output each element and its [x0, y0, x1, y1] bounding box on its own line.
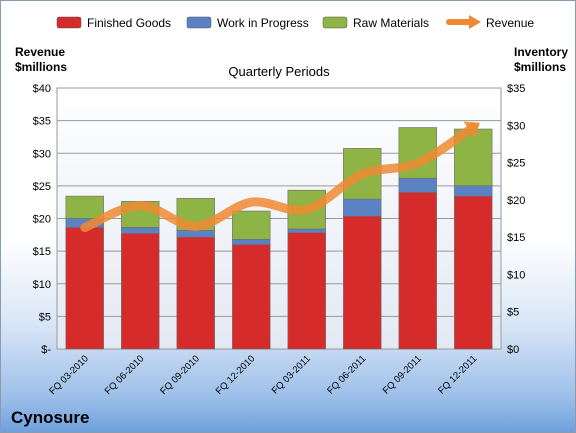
bar-work-in-progress: [398, 177, 437, 193]
bar-finished-goods: [287, 232, 326, 350]
bar-work-in-progress: [287, 228, 326, 233]
bar-finished-goods: [398, 192, 437, 350]
legend-label-finished-goods: Finished Goods: [87, 16, 171, 30]
y-left-tick-label: $-: [41, 344, 51, 356]
bar-work-in-progress: [343, 198, 382, 217]
y-left-title-line1: Revenue: [15, 45, 65, 59]
revenue-line: [80, 122, 478, 233]
legend: Finished Goods Work in Progress Raw Mate…: [56, 15, 534, 30]
x-tick-label: FQ 12-2011: [436, 353, 479, 396]
legend-label-work-in-progress: Work in Progress: [217, 16, 309, 30]
x-tick-label: FQ 09-2010: [158, 353, 202, 397]
y-left-tick-label: $10: [33, 279, 51, 291]
y-right-tick-label: $35: [507, 83, 525, 95]
x-tick-label: FQ 06-2010: [103, 353, 147, 397]
revenue-arrowhead: [463, 121, 480, 139]
bar-raw-materials: [65, 195, 104, 219]
y-left-tick-label: $35: [33, 116, 51, 128]
y-right-tick-label: $20: [507, 195, 525, 207]
y-left-tick-label: $25: [33, 181, 51, 193]
y-left-tick-label: $15: [33, 246, 51, 258]
bar-raw-materials: [232, 210, 271, 240]
bar-finished-goods: [65, 227, 104, 350]
chart-title: Quarterly Periods: [228, 64, 330, 79]
y-left-tick-label: $30: [33, 148, 51, 160]
legend-swatch-work-in-progress: [186, 16, 212, 29]
y-right-title-line1: Inventory: [514, 45, 568, 59]
y-right-tick-label: $15: [507, 232, 525, 244]
x-tick-label: FQ 03-2010: [47, 353, 91, 397]
y-left-tick-label: $40: [33, 83, 51, 95]
bar-work-in-progress: [232, 239, 271, 245]
x-tick-label: FQ 03-2011: [270, 353, 313, 396]
legend-label-revenue: Revenue: [486, 16, 534, 30]
company-name: Cynosure: [11, 408, 89, 427]
bar-work-in-progress: [454, 185, 493, 197]
bar-finished-goods: [232, 244, 271, 350]
bar-work-in-progress: [176, 230, 215, 238]
y-right-tick-label: $5: [507, 307, 519, 319]
y-left-tick-label: $5: [39, 311, 51, 323]
legend-swatch-raw-materials: [322, 16, 348, 29]
legend-swatch-finished-goods: [56, 16, 82, 29]
revenue-line-group: [80, 121, 480, 233]
y-right-tick-label: $30: [507, 120, 525, 132]
bar-work-in-progress: [121, 227, 160, 234]
bar-finished-goods: [176, 236, 215, 350]
bar-finished-goods: [343, 215, 382, 350]
y-left-title-line2: $millions: [15, 60, 67, 74]
bar-finished-goods: [454, 195, 493, 350]
y-left-tick-label: $20: [33, 214, 51, 226]
y-right-title-line2: $millions: [514, 60, 566, 74]
legend-swatch-revenue: [446, 15, 481, 29]
x-tick-label: FQ 06-2011: [325, 353, 368, 396]
y-right-tick-label: $10: [507, 269, 525, 281]
y-right-tick-label: $25: [507, 158, 525, 170]
legend-label-raw-materials: Raw Materials: [353, 16, 429, 30]
y-right-tick-label: $0: [507, 344, 519, 356]
bar-finished-goods: [121, 233, 160, 350]
x-tick-label: FQ 09-2011: [381, 353, 424, 396]
x-tick-label: FQ 12-2010: [214, 353, 258, 397]
